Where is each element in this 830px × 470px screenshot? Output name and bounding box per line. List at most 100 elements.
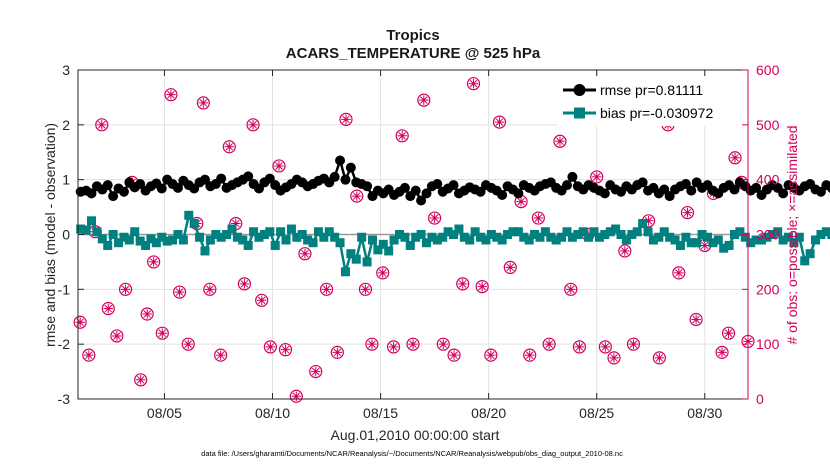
bias-point [422,238,432,248]
obs-assimilated-star [555,136,565,147]
bias-point [108,230,118,239]
bias-point [173,230,183,239]
obs-possible-circle [523,348,537,362]
rmse-point [335,155,346,166]
obs-assimilated-star [486,350,496,360]
rmse-point [243,171,254,182]
bias-point [665,232,675,242]
bias-point [432,235,442,245]
obs-assimilated-star [215,350,226,360]
obs-count-marker [164,88,178,102]
obs-count-marker [196,96,210,110]
obs-count-marker [672,266,686,280]
obs-possible-circle [330,345,344,359]
rmse-point [345,162,356,173]
bias-point [627,230,637,239]
rmse-point [399,182,410,193]
bias-point [211,230,221,239]
bias-point [362,257,372,267]
bias-point [141,240,151,250]
obs-assimilated-star [265,342,276,352]
obs-count-marker [155,326,169,340]
rmse-point [637,177,648,188]
obs-assimilated-star [717,347,727,358]
obs-count-marker [466,77,481,91]
obs-possible-circle [164,88,178,102]
obs-possible-circle [172,285,187,299]
bias-point [767,230,777,239]
obs-assimilated-star [148,257,159,267]
bias-point [697,230,707,239]
obs-possible-circle [155,326,169,340]
bias-point [389,235,399,245]
x-tick-label: 08/20 [471,405,506,421]
obs-assimilated-star [419,95,429,105]
obs-count-marker [590,170,604,184]
obs-count-marker [246,118,260,132]
bias-point [584,232,594,242]
obs-possible-circle [728,151,742,165]
y-axis-label-left: rmse and bias (model - observation) [42,123,58,347]
obs-count-marker [542,337,556,351]
rmse-point [86,188,97,199]
obs-possible-circle [278,343,293,357]
bias-point [470,227,480,237]
rmse-point [216,173,227,184]
obs-possible-circle [607,351,621,365]
bias-point [297,230,307,239]
bias-point [557,232,567,242]
bias-point [740,232,750,242]
x-tick-label: 08/10 [255,405,290,421]
bias-point [686,238,696,248]
obs-possible-circle [386,340,401,354]
x-tick-label: 08/05 [147,405,182,421]
bias-point [692,238,702,248]
obs-assimilated-star [256,295,267,306]
bias-point [519,232,529,242]
obs-assimilated-star [533,213,544,223]
obs-count-marker [140,307,154,321]
y-left-tick-label: 2 [62,117,70,133]
bias-point [97,234,107,244]
obs-count-marker [255,293,269,307]
y-right-tick-label: 300 [756,227,780,243]
bias-point [394,230,404,239]
obs-count-marker [73,315,87,329]
bias-point [675,240,685,250]
bias-point [443,227,453,237]
x-tick-label: 08/15 [363,405,398,421]
bias-point [168,235,178,245]
obs-assimilated-star [591,172,602,182]
bias-point [719,243,729,253]
obs-assimilated-star [468,78,479,89]
bias-point [227,224,237,234]
bias-point [416,230,426,239]
bias-point [729,230,739,239]
obs-assimilated-star [457,279,468,289]
rmse-point [102,180,113,191]
bias-point [616,230,626,239]
bias-point [567,232,577,242]
obs-assimilated-star [699,240,710,251]
bias-point [773,227,783,237]
rmse-point [815,186,826,197]
obs-possible-circle [82,348,96,362]
bias-point [124,235,134,245]
bias-point [324,227,334,237]
obs-possible-circle [553,134,567,148]
rmse-point [108,191,119,202]
bias-point [427,232,437,242]
bias-point [200,246,210,256]
obs-possible-circle [417,93,431,107]
bias-point [702,232,712,242]
bias-point [205,235,215,245]
bias-series [76,210,830,277]
obs-count-marker [319,282,334,296]
y-right-tick-label: 0 [756,391,764,407]
obs-count-marker [531,211,545,225]
chart-title: Tropics [386,27,439,44]
obs-possible-circle [428,211,442,225]
obs-possible-circle [590,170,604,184]
rmse-point [599,188,610,199]
